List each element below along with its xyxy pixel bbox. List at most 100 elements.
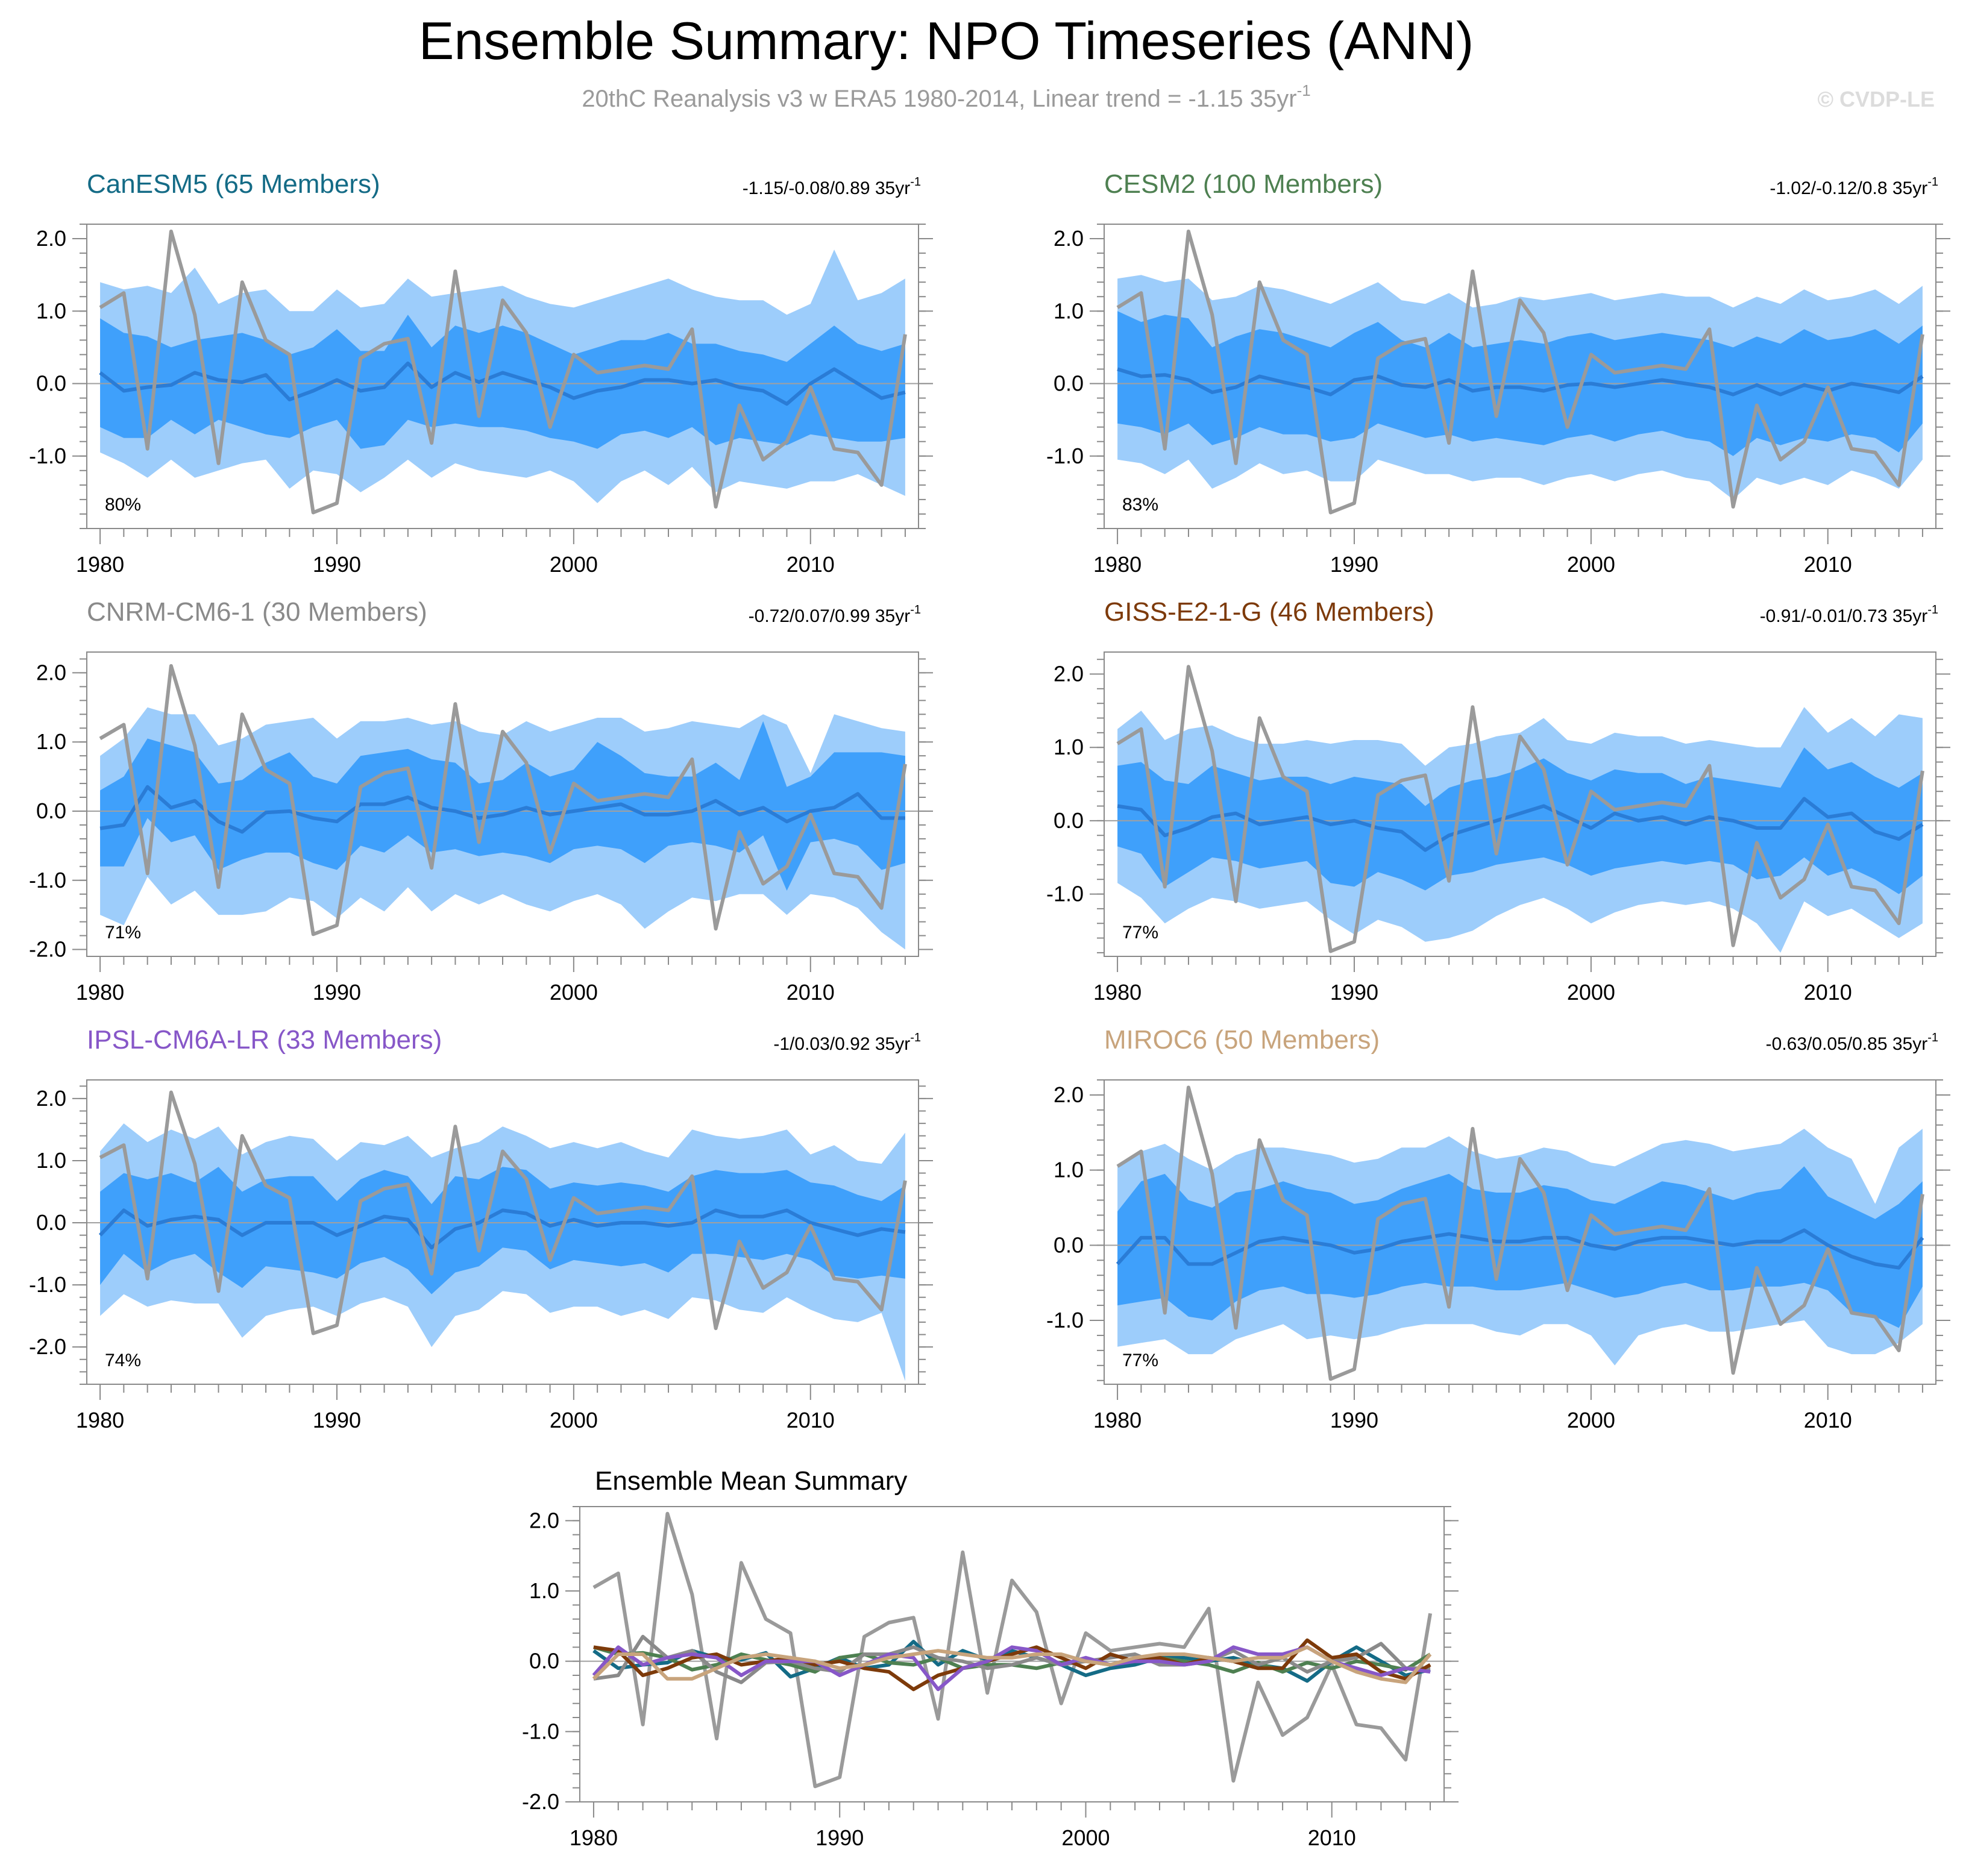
panel-miroc6-title: MIROC6 (50 Members) [1104, 1025, 1380, 1055]
panel-ipsl-cm6a-lr: 2.0 1.0 0.0 -1.0 -2.0 1980 1990 2000 2010 IPSL-CM… [29, 1025, 933, 1432]
panel-cesm2-y-tick-label: 2.0 [1054, 226, 1084, 251]
panel-cesm2-trend-text: -1.02/-0.12/0.8 35yr-1 [1770, 175, 1938, 198]
panel-cesm2-y-tick-label: 0.0 [1054, 371, 1084, 396]
summary-panel-x-tick-label: 1990 [815, 1825, 864, 1850]
summary-panel-y-tick-label: 1.0 [529, 1578, 559, 1603]
panel-miroc6-trend-text: -0.63/0.05/0.85 35yr-1 [1766, 1031, 1938, 1054]
panel-cnrm-cm6-1-y-tick-label: 0.0 [36, 798, 66, 823]
summary-panel-mean-line-ipsl-cm6a-lr [592, 1645, 1431, 1692]
panel-giss-e2-1-g-observed-line [1116, 665, 1924, 953]
panel-miroc6-ensemble-mean-line [1116, 1228, 1924, 1270]
panel-miroc6-y-tick-label: 1.0 [1054, 1158, 1084, 1182]
panel-ipsl-cm6a-lr-x-tick-label: 1990 [313, 1408, 361, 1432]
summary-panel-x-tick-label: 2000 [1061, 1825, 1110, 1850]
panel-giss-e2-1-g-y-tick-label: -1.0 [1046, 882, 1084, 906]
panel-cnrm-cm6-1-y-tick-label: -1.0 [29, 868, 66, 893]
panel-cnrm-cm6-1-y-tick-label: -2.0 [29, 937, 66, 962]
panel-canesm5-trend-value: -1.15/-0.08/0.89 35yr [743, 178, 911, 198]
panel-ipsl-cm6a-lr-y-tick-label: -1.0 [29, 1272, 66, 1297]
panel-miroc6-trend-superscript: -1 [1927, 1031, 1938, 1044]
panel-cnrm-cm6-1-x-tick-label: 2000 [550, 980, 598, 1005]
panel-cnrm-cm6-1-x-tick-label: 2010 [787, 980, 835, 1005]
summary-panel-mean-line-miroc6 [592, 1645, 1432, 1684]
panel-giss-e2-1-g-ensemble-mean-line [1117, 797, 1924, 852]
panel-canesm5-y-tick-label: 2.0 [36, 226, 66, 251]
figure-subtitle: 20thC Reanalysis v3 w ERA5 1980-2014, Li… [582, 81, 1310, 112]
panel-cnrm-cm6-1-ensemble-mean-line [99, 785, 905, 834]
summary-panel-y-tick-label: -2.0 [522, 1789, 559, 1814]
summary-panel-y-tick-label: 0.0 [529, 1649, 559, 1674]
panel-ipsl-cm6a-lr-title: IPSL-CM6A-LR (33 Members) [87, 1025, 442, 1055]
panel-ipsl-cm6a-lr-trend-value: -1/0.03/0.92 35yr [773, 1034, 910, 1054]
panel-canesm5-x-tick-label: 1990 [313, 552, 361, 577]
summary-panel-observed-line [592, 1511, 1433, 1789]
panel-cnrm-cm6-1-trend-value: -0.72/0.07/0.99 35yr [749, 606, 911, 626]
summary-panel-y-tick-label: 2.0 [529, 1508, 559, 1532]
panel-ipsl-cm6a-lr-y-tick-label: 1.0 [36, 1148, 66, 1173]
panel-ipsl-cm6a-lr-x-tick-label: 2010 [787, 1408, 835, 1432]
panel-cesm2-x-tick-label: 2000 [1567, 552, 1615, 577]
panel-canesm5-y-tick-label: 1.0 [36, 298, 66, 323]
panel-giss-e2-1-g-y-tick-label: 0.0 [1054, 808, 1084, 833]
panel-cesm2-observed-line [1116, 230, 1924, 515]
panel-cnrm-cm6-1-trend-superscript: -1 [910, 603, 921, 616]
panel-miroc6-observed-line [1116, 1085, 1924, 1381]
panel-canesm5-observed-line [99, 230, 907, 515]
panel-ipsl-cm6a-lr-trend-superscript: -1 [910, 1031, 921, 1044]
watermark: © CVDP-LE [1817, 87, 1935, 111]
summary-panel-x-tick-label: 1980 [570, 1825, 618, 1850]
panel-miroc6-y-tick-label: -1.0 [1046, 1308, 1084, 1332]
panel-cnrm-cm6-1-trend-text: -0.72/0.07/0.99 35yr-1 [749, 603, 921, 626]
panel-cesm2-percent-label: 83% [1122, 495, 1158, 515]
panel-giss-e2-1-g-title: GISS-E2-1-G (46 Members) [1104, 597, 1434, 627]
panel-canesm5-title: CanESM5 (65 Members) [87, 169, 380, 199]
panel-ipsl-cm6a-lr-y-tick-label: 0.0 [36, 1210, 66, 1235]
panel-canesm5: 2.0 1.0 0.0 -1.0 1980 1990 2000 2010 CanESM5 (65… [29, 169, 933, 577]
panel-canesm5-ensemble-mean-line [99, 361, 906, 406]
panel-giss-e2-1-g-x-tick-label: 2000 [1567, 980, 1615, 1005]
panel-miroc6-y-tick-label: 0.0 [1054, 1232, 1084, 1257]
subtitle-superscript: -1 [1297, 81, 1311, 99]
panel-cesm2-x-tick-label: 2010 [1804, 552, 1852, 577]
summary-panel: 2.0 1.0 0.0 -1.0 -2.0 1980 1990 2000 2010 Ensembl… [522, 1466, 1459, 1850]
figure-title: Ensemble Summary: NPO Timeseries (ANN) [419, 11, 1474, 71]
panel-miroc6-x-tick-label: 1990 [1330, 1408, 1378, 1432]
panel-cesm2-x-tick-label: 1980 [1093, 552, 1142, 577]
panel-cesm2: 2.0 1.0 0.0 -1.0 1980 1990 2000 2010 CESM2 (100 … [1046, 169, 1950, 577]
panel-giss-e2-1-g: 2.0 1.0 0.0 -1.0 1980 1990 2000 2010 GISS-E2-1-G… [1046, 597, 1950, 1005]
panel-ipsl-cm6a-lr-y-tick-label: -2.0 [29, 1334, 66, 1359]
panel-ipsl-cm6a-lr-percent-label: 74% [105, 1351, 141, 1370]
panel-miroc6-y-tick-label: 2.0 [1054, 1082, 1084, 1107]
panel-cnrm-cm6-1-percent-label: 71% [105, 923, 141, 943]
panel-canesm5-y-tick-label: 0.0 [36, 371, 66, 396]
panel-giss-e2-1-g-y-tick-label: 2.0 [1054, 662, 1084, 686]
panel-canesm5-x-tick-label: 1980 [76, 552, 124, 577]
panel-cesm2-title: CESM2 (100 Members) [1104, 169, 1383, 199]
panel-canesm5-x-tick-label: 2010 [787, 552, 835, 577]
panel-giss-e2-1-g-trend-text: -0.91/-0.01/0.73 35yr-1 [1760, 603, 1938, 626]
panel-miroc6: 2.0 1.0 0.0 -1.0 1980 1990 2000 2010 MIROC6 (50 … [1046, 1025, 1950, 1432]
panel-cnrm-cm6-1-observed-line [99, 664, 907, 936]
panel-canesm5-y-tick-label: -1.0 [29, 444, 66, 468]
panel-cnrm-cm6-1-title: CNRM-CM6-1 (30 Members) [87, 597, 427, 627]
panel-cesm2-ensemble-mean-line [1117, 367, 1924, 397]
panel-giss-e2-1-g-trend-value: -0.91/-0.01/0.73 35yr [1760, 606, 1928, 626]
panel-cnrm-cm6-1-x-tick-label: 1980 [76, 980, 124, 1005]
panel-canesm5-trend-text: -1.15/-0.08/0.89 35yr-1 [743, 175, 921, 198]
panel-canesm5-trend-superscript: -1 [910, 175, 921, 189]
panel-ipsl-cm6a-lr-ensemble-mean-line [98, 1208, 906, 1250]
panel-miroc6-x-tick-label: 2010 [1804, 1408, 1852, 1432]
panel-canesm5-percent-label: 80% [105, 495, 141, 515]
subtitle-text: 20thC Reanalysis v3 w ERA5 1980-2014, Li… [582, 86, 1296, 112]
summary-panel-y-tick-label: -1.0 [522, 1719, 559, 1743]
panel-cesm2-y-tick-label: 1.0 [1054, 298, 1084, 323]
summary-panel-mean-line-cnrm-cm6-1 [593, 1634, 1431, 1684]
panel-miroc6-percent-label: 77% [1122, 1351, 1158, 1370]
panel-miroc6-x-tick-label: 1980 [1093, 1408, 1142, 1432]
panel-cesm2-trend-value: -1.02/-0.12/0.8 35yr [1770, 178, 1927, 198]
panel-giss-e2-1-g-trend-superscript: -1 [1927, 603, 1938, 616]
panel-cnrm-cm6-1: 2.0 1.0 0.0 -1.0 -2.0 1980 1990 2000 2010 CNRM-CM… [29, 597, 933, 1005]
panel-cesm2-y-tick-label: -1.0 [1046, 444, 1084, 468]
panel-giss-e2-1-g-y-tick-label: 1.0 [1054, 735, 1084, 759]
